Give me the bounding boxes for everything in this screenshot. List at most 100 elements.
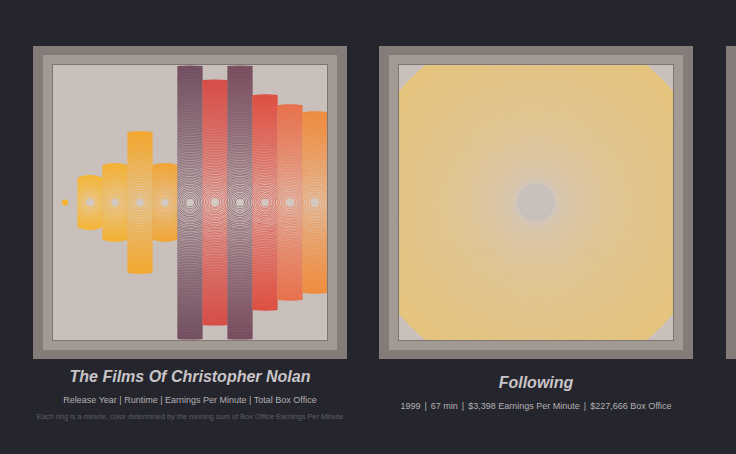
ring xyxy=(153,183,178,222)
ring xyxy=(178,164,203,242)
ring xyxy=(253,149,278,255)
ring xyxy=(233,196,247,210)
ring xyxy=(228,149,253,256)
ring xyxy=(178,181,203,224)
minute-ring xyxy=(455,121,617,283)
ring-line xyxy=(411,78,660,327)
ring xyxy=(253,188,278,218)
ring xyxy=(278,105,303,300)
ring-line xyxy=(498,165,573,240)
ring-line xyxy=(399,65,673,340)
ring xyxy=(253,189,278,215)
ring-line xyxy=(399,65,673,340)
film-plot-bg xyxy=(399,65,673,340)
ring xyxy=(311,198,320,207)
ring-line xyxy=(400,66,673,339)
ring xyxy=(178,100,203,306)
ring xyxy=(203,168,228,237)
ring xyxy=(203,174,228,230)
ring xyxy=(178,96,203,308)
ring-line xyxy=(399,65,673,340)
ring xyxy=(228,141,253,264)
ring-center xyxy=(261,199,269,207)
ring-line xyxy=(473,139,600,266)
ring xyxy=(278,124,303,281)
minute-ring xyxy=(401,67,671,337)
ring xyxy=(278,126,303,280)
ring xyxy=(178,124,203,282)
film-outer-ring xyxy=(153,164,178,242)
ring xyxy=(278,148,303,257)
ring xyxy=(178,120,203,284)
ring-line xyxy=(449,116,623,290)
minute-ring xyxy=(399,65,673,340)
ring xyxy=(253,101,278,303)
ring xyxy=(178,152,203,252)
ring xyxy=(178,125,203,280)
ring-line xyxy=(399,65,673,340)
ring xyxy=(85,198,94,207)
ring xyxy=(278,146,303,258)
ring xyxy=(178,68,203,338)
minute-ring xyxy=(478,145,593,260)
ring xyxy=(178,168,203,236)
ring xyxy=(228,96,253,308)
ring-line xyxy=(463,130,609,276)
ring xyxy=(303,150,328,255)
ring xyxy=(228,72,253,332)
ring xyxy=(128,132,153,273)
ring xyxy=(79,192,101,214)
minute-ring xyxy=(399,65,673,340)
ring xyxy=(253,173,278,231)
ring xyxy=(178,183,203,222)
minute-ring xyxy=(476,143,596,263)
minute-ring xyxy=(504,171,567,234)
ring-center xyxy=(186,199,194,207)
ring xyxy=(253,148,278,258)
ring xyxy=(103,186,128,219)
ring xyxy=(78,182,103,223)
ring xyxy=(228,104,253,300)
ring xyxy=(228,162,253,243)
ring xyxy=(181,194,198,211)
minute-ring xyxy=(422,89,650,317)
film-outer-ring xyxy=(253,95,278,310)
ring xyxy=(253,167,278,238)
ring xyxy=(228,151,253,254)
ring xyxy=(228,109,253,296)
ring xyxy=(178,71,203,334)
ring xyxy=(178,95,203,310)
ring-center xyxy=(161,199,169,207)
minute-ring xyxy=(446,112,627,293)
ring-line xyxy=(491,158,580,247)
minute-ring xyxy=(403,70,668,335)
ring xyxy=(178,175,203,230)
ring-line xyxy=(454,120,618,284)
ring xyxy=(228,74,253,331)
ring xyxy=(203,126,228,278)
ring xyxy=(128,175,153,230)
ring xyxy=(278,140,303,265)
ring-line xyxy=(477,144,595,262)
ring xyxy=(278,156,303,249)
ring xyxy=(153,189,178,216)
ring xyxy=(178,82,203,323)
minute-ring xyxy=(408,74,664,330)
ring xyxy=(228,152,253,252)
ring xyxy=(228,80,253,324)
ring xyxy=(103,170,128,235)
ring xyxy=(228,69,253,336)
ring xyxy=(303,169,328,235)
ring xyxy=(153,180,178,226)
ring xyxy=(178,79,203,326)
ring xyxy=(103,175,128,230)
ring xyxy=(153,178,178,227)
ring xyxy=(303,157,328,249)
ring xyxy=(228,183,253,222)
minute-ring xyxy=(500,166,573,239)
ring xyxy=(303,121,328,283)
ring xyxy=(128,161,153,245)
film-rings xyxy=(128,132,153,273)
ring xyxy=(253,127,278,278)
ring xyxy=(228,79,253,326)
